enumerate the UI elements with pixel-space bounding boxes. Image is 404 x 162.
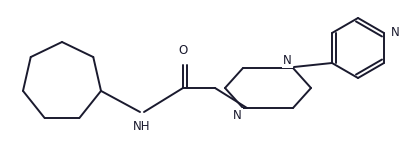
Text: NH: NH [133, 120, 151, 133]
Text: N: N [233, 109, 242, 122]
Text: O: O [179, 44, 187, 57]
Text: N: N [391, 27, 400, 40]
Text: N: N [283, 54, 292, 67]
